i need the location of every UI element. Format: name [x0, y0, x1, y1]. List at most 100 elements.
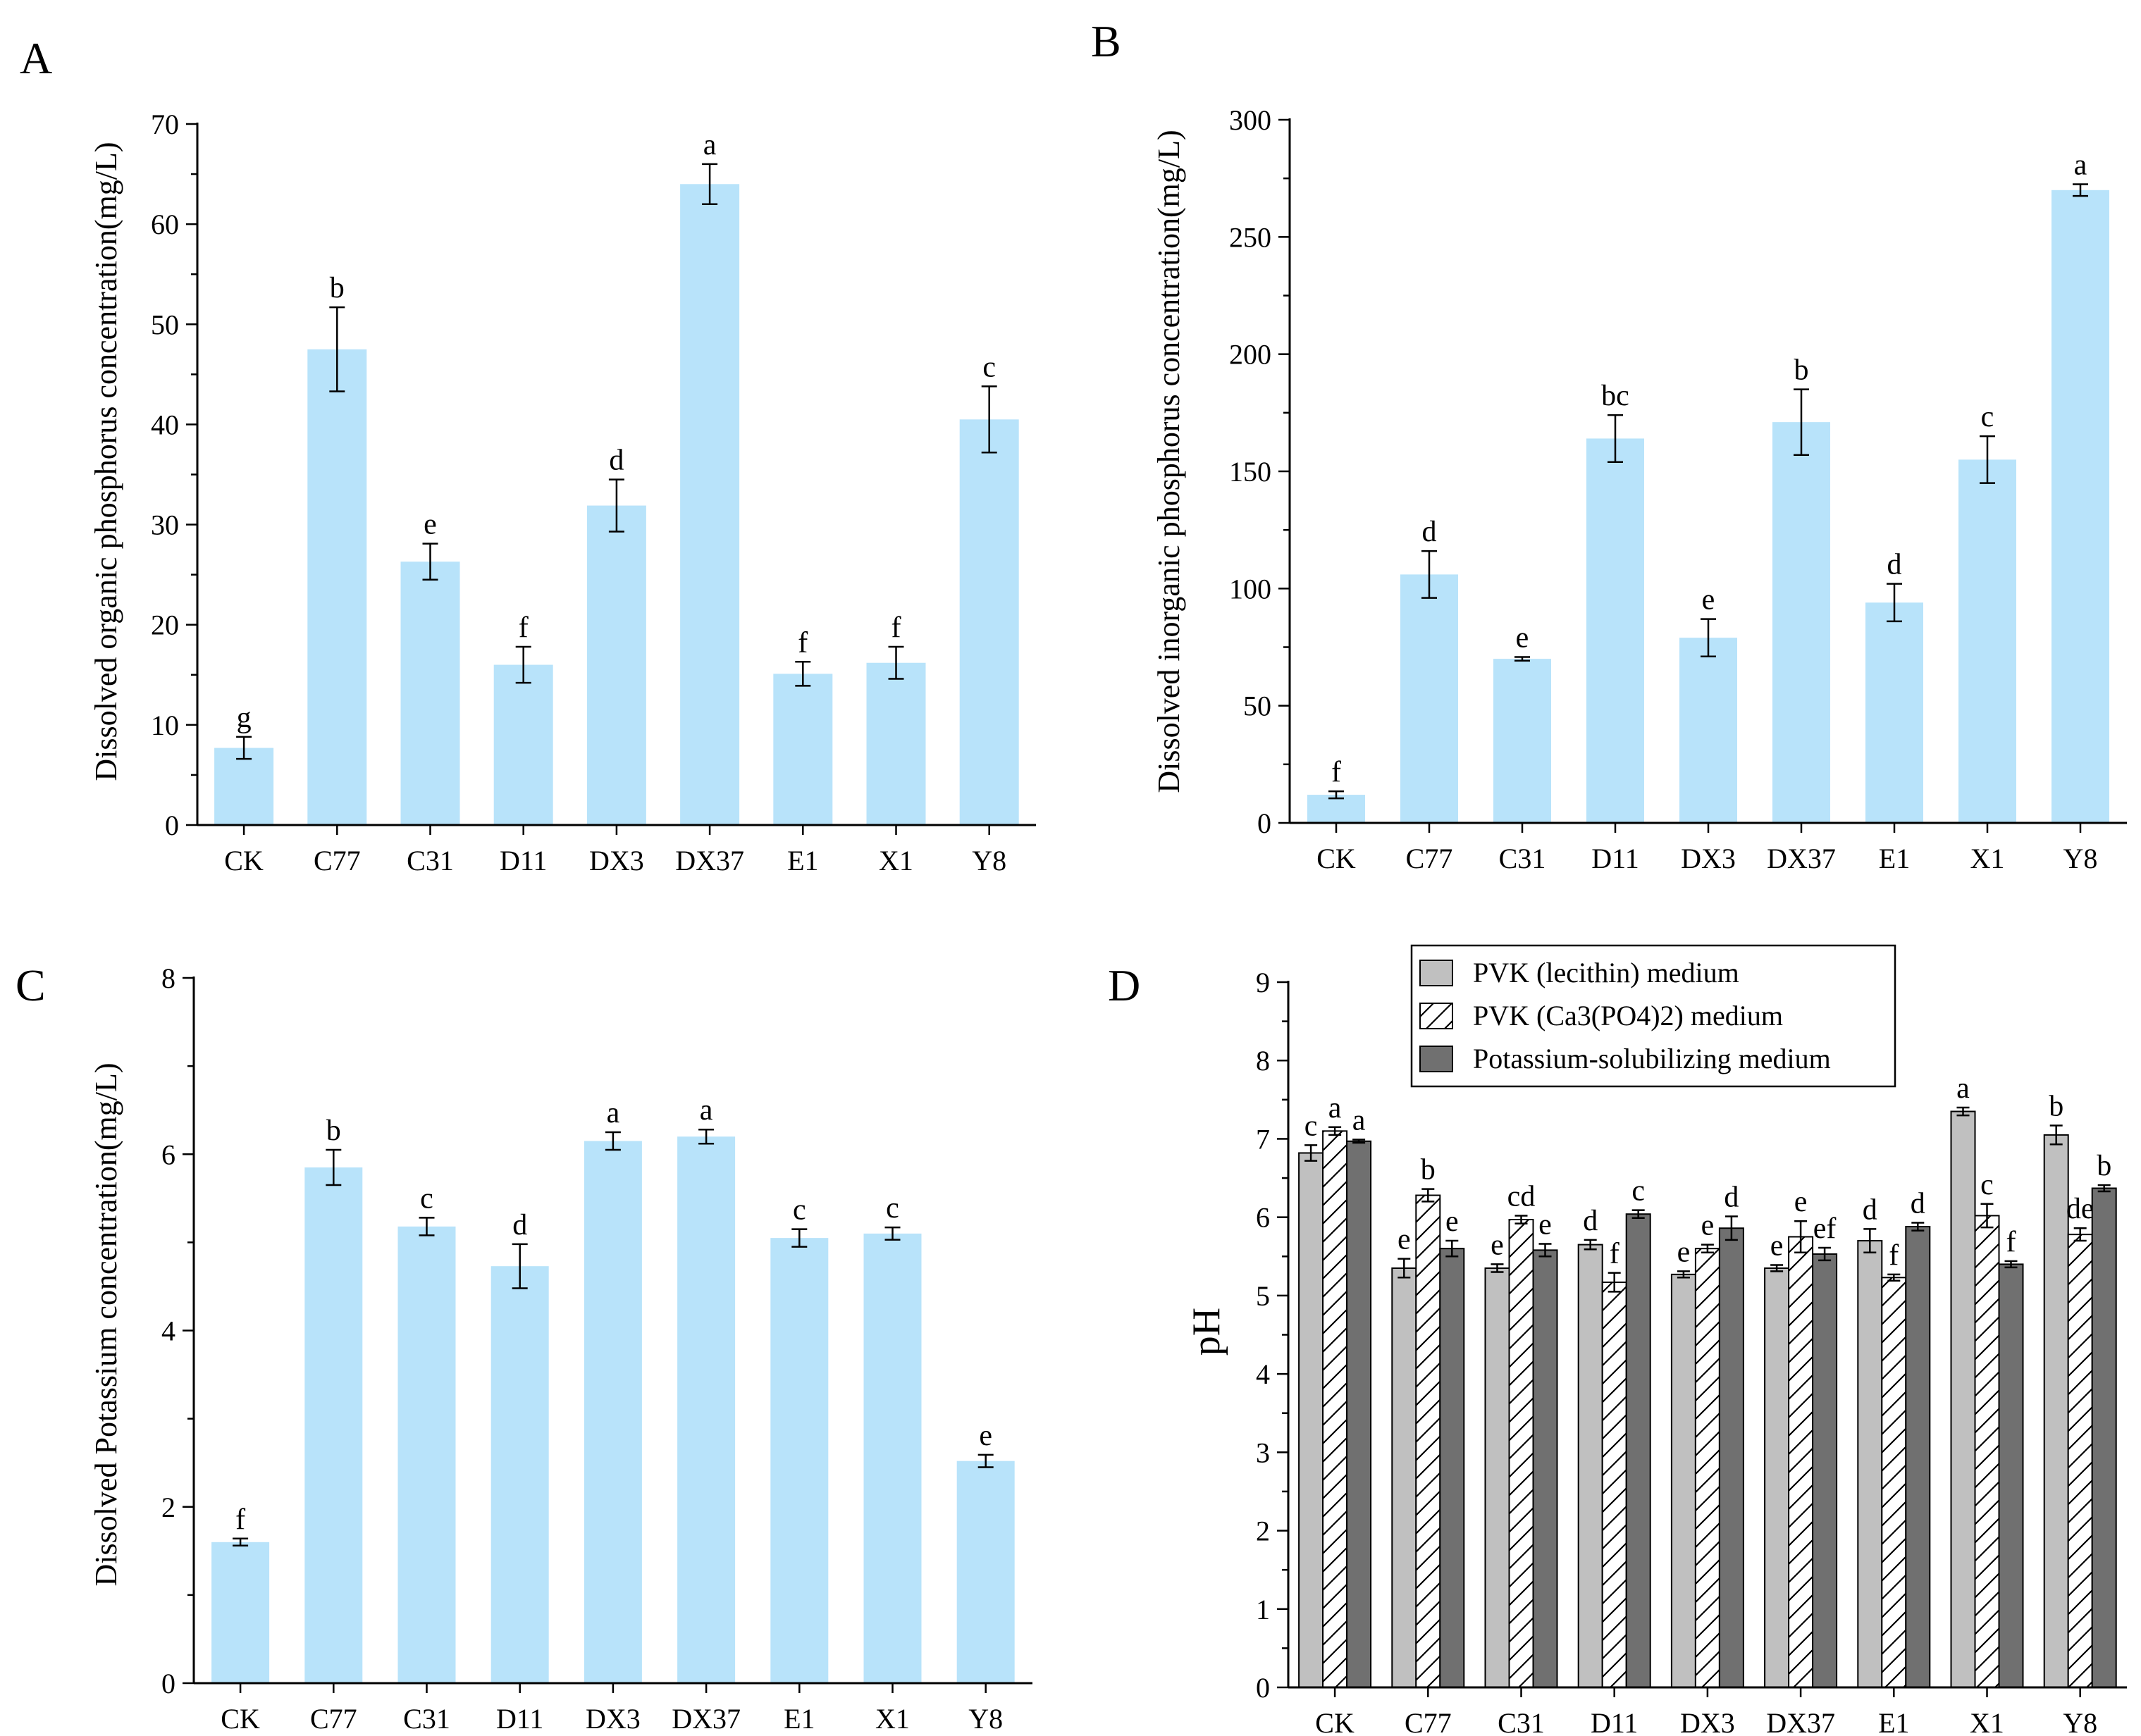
- x-tick-label-d-c77: C77: [1405, 1707, 1452, 1736]
- y-tick-label-d: 6: [1256, 1202, 1270, 1234]
- plot-area-b: f CK d C77 e C31 bc D11 e DX3 b DX37 d E1 c X1 a Y8 0 50 100…: [1229, 104, 2127, 874]
- bar-d-c31-s1: [1508, 1219, 1534, 1688]
- bar-a-d11: [493, 664, 553, 825]
- bar-c-x1: [863, 1233, 922, 1683]
- significance-letter-d-d11-s0: d: [1583, 1205, 1598, 1237]
- y-tick-label-b: 150: [1229, 456, 1271, 488]
- significance-letter-d-d11-s2: c: [1631, 1175, 1645, 1208]
- significance-letter-b-c31: e: [1516, 621, 1529, 654]
- x-tick-label-c-c77: C77: [310, 1703, 357, 1735]
- bar-c-dx3: [584, 1141, 642, 1683]
- bar-c-ck: [211, 1542, 270, 1683]
- y-tick-label-b: 300: [1229, 104, 1271, 136]
- panel-label-a: A: [20, 33, 52, 83]
- panel-label-c: C: [16, 960, 46, 1010]
- x-tick-label-a-dx37: DX37: [675, 845, 744, 876]
- significance-letter-d-ck-s0: c: [1304, 1110, 1318, 1142]
- significance-letter-a-c77: b: [330, 272, 345, 304]
- significance-letter-c-d11: d: [512, 1209, 527, 1241]
- bar-d-e1-s2: [1905, 1226, 1931, 1688]
- bar-c-c31: [397, 1226, 456, 1683]
- y-tick-label-d: 5: [1256, 1280, 1270, 1312]
- legend-label-potassium: Potassium-solubilizing medium: [1473, 1043, 1831, 1074]
- x-tick-label-b-y8: Y8: [2063, 843, 2098, 874]
- panel-label-d: D: [1108, 960, 1140, 1010]
- x-tick-label-d-e1: E1: [1878, 1707, 1909, 1736]
- bar-a-e1: [773, 674, 833, 825]
- significance-letter-d-x1-s0: a: [1956, 1072, 1970, 1105]
- bar-b-dx37: [1772, 422, 1830, 823]
- panel-b: B Dissolved inorganic phosphorus concent…: [1091, 16, 2127, 874]
- bar-d-dx37-s2: [1812, 1253, 1838, 1689]
- x-tick-label-d-dx37: DX37: [1766, 1707, 1835, 1736]
- y-tick-label-b: 250: [1229, 221, 1271, 253]
- x-tick-label-a-c31: C31: [407, 845, 454, 876]
- bar-d-x1-s2: [1998, 1263, 2024, 1688]
- significance-letter-c-y8: e: [979, 1420, 992, 1452]
- x-tick-label-c-e1: E1: [784, 1703, 815, 1735]
- bar-d-dx3-s0: [1670, 1273, 1696, 1688]
- significance-letter-d-dx3-s1: e: [1701, 1210, 1715, 1242]
- bar-d-d11-s0: [1577, 1244, 1603, 1689]
- bar-b-x1: [1958, 459, 2016, 823]
- significance-letter-d-ck-s1: a: [1328, 1092, 1342, 1124]
- significance-letter-d-x1-s1: c: [1980, 1169, 1994, 1201]
- plot-area-d: ca aCKebeC77ecdeC31dfcD11eedDX3eeefDX37df…: [1256, 967, 2127, 1736]
- bar-a-ck: [214, 748, 274, 825]
- significance-letter-b-y8: a: [2074, 149, 2087, 181]
- significance-letter-a-c31: e: [424, 509, 437, 541]
- bar-d-c77-s0: [1391, 1267, 1417, 1688]
- bar-b-e1: [1865, 602, 1923, 823]
- bar-d-c77-s1: [1415, 1194, 1441, 1688]
- y-tick-label-a: 40: [151, 409, 179, 440]
- bar-a-x1: [866, 662, 926, 825]
- x-tick-label-a-ck: CK: [224, 845, 264, 876]
- y-tick-label-a: 30: [151, 509, 179, 541]
- significance-letter-d-c31-s0: e: [1491, 1229, 1504, 1261]
- significance-letter-d-c31-s2: e: [1538, 1208, 1552, 1241]
- x-tick-label-c-dx3: DX3: [586, 1703, 641, 1735]
- bar-d-dx3-s2: [1718, 1227, 1744, 1688]
- y-tick-label-d: 7: [1256, 1123, 1270, 1155]
- legend-swatch-ca3po4: [1419, 1003, 1453, 1029]
- panel-a: A Dissolved organic phosphorus concentra…: [20, 33, 1036, 876]
- y-tick-label-b: 200: [1229, 339, 1271, 371]
- bar-d-dx37-s0: [1764, 1267, 1790, 1688]
- x-tick-label-c-ck: CK: [221, 1703, 260, 1735]
- bar-d-e1-s1: [1881, 1277, 1907, 1688]
- y-tick-label-d: 1: [1256, 1594, 1270, 1625]
- x-tick-label-d-d11: D11: [1591, 1707, 1638, 1736]
- y-tick-label-a: 70: [151, 108, 179, 140]
- y-tick-label-d: 8: [1256, 1045, 1270, 1077]
- y-tick-label-c: 2: [161, 1492, 175, 1523]
- x-tick-label-c-d11: D11: [496, 1703, 543, 1735]
- bar-d-c31-s2: [1532, 1249, 1558, 1688]
- significance-letter-a-x1: f: [891, 612, 901, 644]
- significance-letter-d-d11-s1: f: [1610, 1238, 1619, 1270]
- legend-label-lecithin: PVK (lecithin) medium: [1473, 957, 1739, 988]
- significance-letter-d-c31-s1: cd: [1507, 1180, 1536, 1213]
- significance-letter-c-c31: c: [420, 1182, 433, 1215]
- significance-letter-d-dx37-s1: e: [1794, 1186, 1808, 1218]
- significance-letter-d-c77-s2: e: [1445, 1205, 1459, 1238]
- x-tick-label-b-d11: D11: [1591, 843, 1639, 874]
- x-tick-label-d-ck: CK: [1315, 1707, 1355, 1736]
- bar-a-dx3: [586, 505, 646, 825]
- x-tick-label-a-d11: D11: [500, 845, 547, 876]
- plot-area-c: f CK b C77 c C31 d D11 a DX3 a DX37 c E1 c X1 e Y8 0 2 4 6 8: [161, 962, 1032, 1735]
- significance-letter-b-dx3: e: [1702, 584, 1715, 616]
- x-tick-label-d-c31: C31: [1498, 1707, 1545, 1736]
- x-tick-label-a-y8: Y8: [972, 845, 1006, 876]
- x-tick-label-a-dx3: DX3: [589, 845, 644, 876]
- significance-letter-c-dx37: a: [700, 1094, 713, 1127]
- y-tick-label-b: 100: [1229, 573, 1271, 604]
- significance-letter-a-dx3: d: [609, 445, 624, 477]
- significance-letter-c-dx3: a: [607, 1097, 620, 1129]
- bar-d-c77-s2: [1439, 1248, 1465, 1688]
- bar-b-dx3: [1679, 638, 1737, 823]
- y-tick-label-a: 60: [151, 209, 179, 240]
- bar-b-ck: [1307, 795, 1365, 823]
- significance-letter-b-x1: c: [1981, 401, 1994, 433]
- significance-letter-b-d11: bc: [1601, 380, 1629, 412]
- x-tick-label-b-c31: C31: [1499, 843, 1546, 874]
